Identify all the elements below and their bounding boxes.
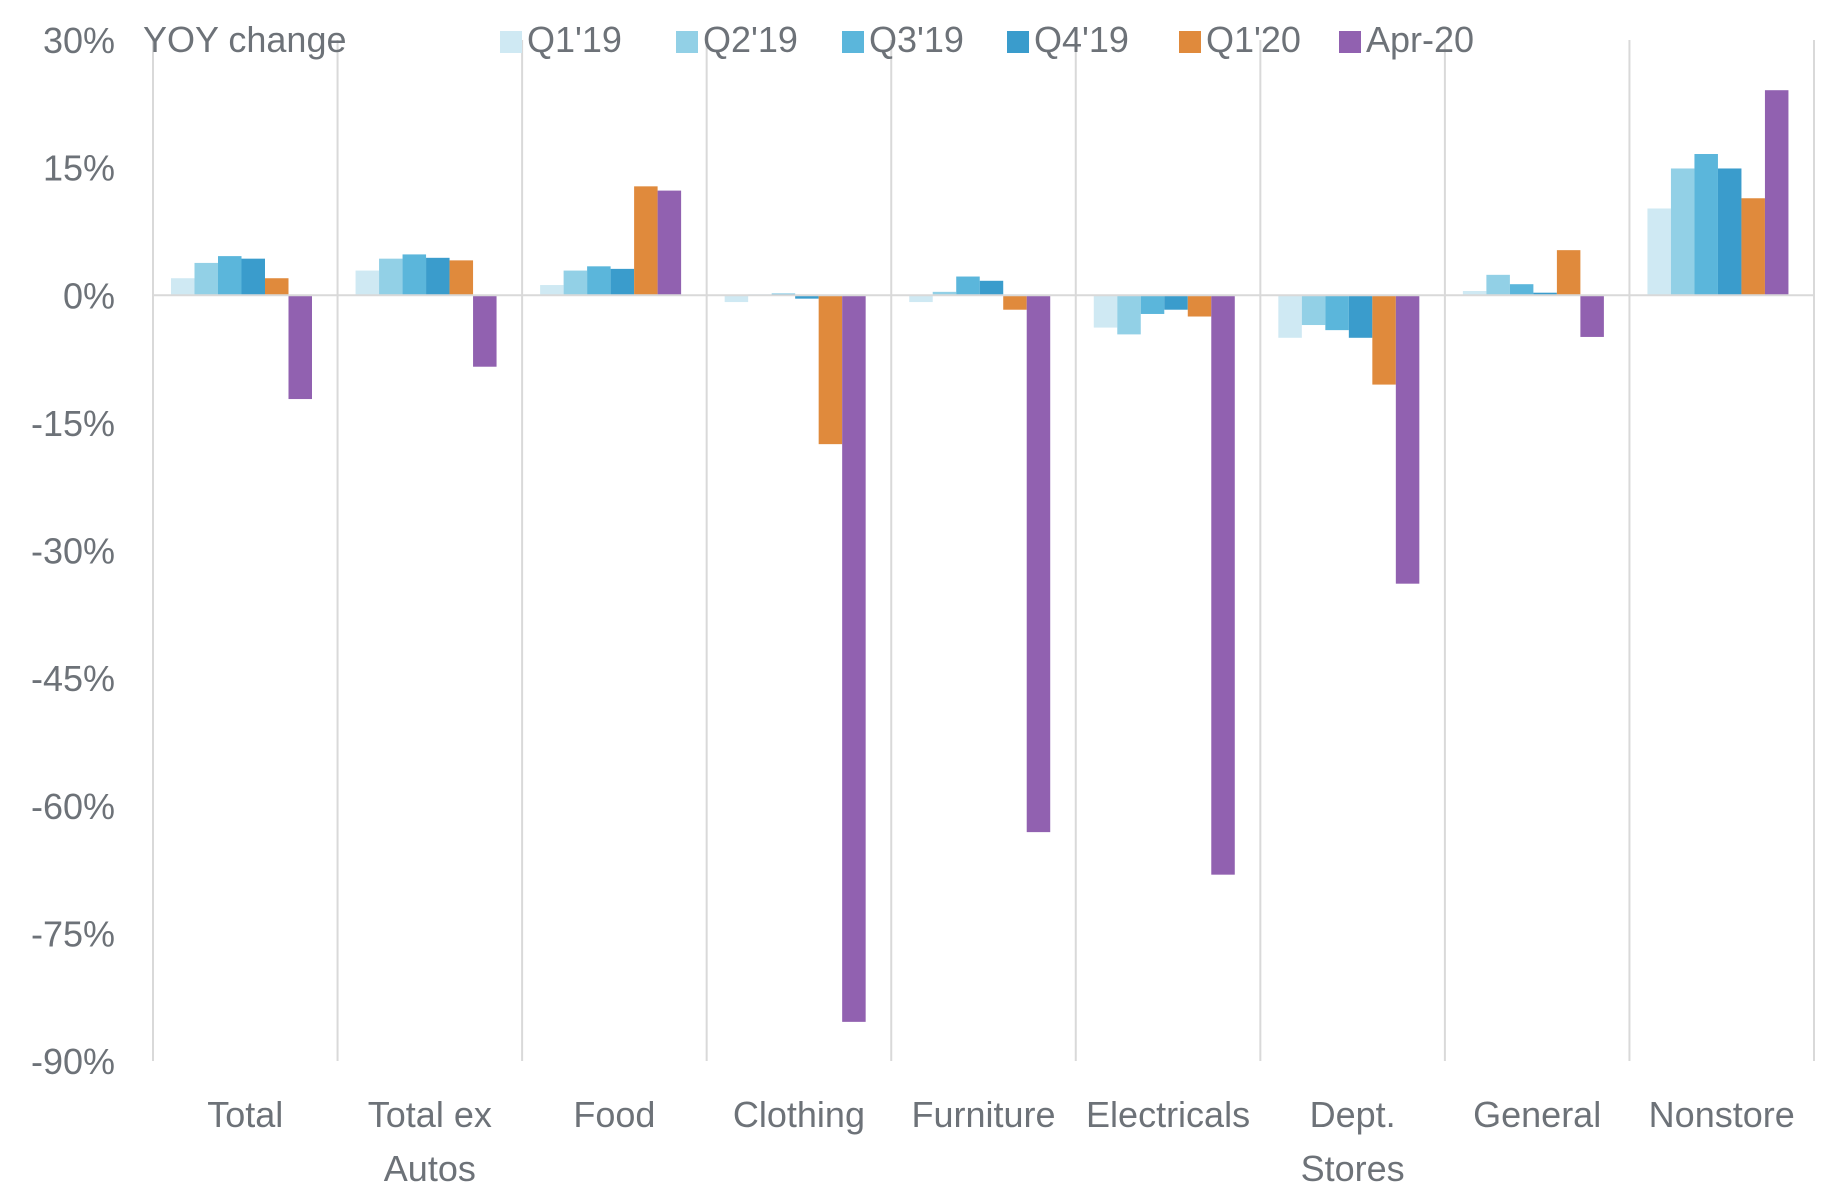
bar-q2-19-6: [1301, 295, 1326, 326]
bar-q1-20-2: [634, 186, 658, 296]
bar-q3-19-0: [218, 256, 242, 296]
bar-q3-19-4: [956, 276, 980, 296]
bar-q1-19-6: [1278, 295, 1302, 338]
bar-q4-19-5: [1164, 295, 1188, 310]
bar-q1-19-5: [1093, 295, 1118, 328]
y-tick-label: 30%: [43, 20, 115, 61]
x-axis-labels: Total Total ex Autos Food Clothing Furniture E…: [207, 1094, 1795, 1189]
bar-q1-19-4: [909, 295, 933, 303]
bar-q4-19-7: [1533, 292, 1557, 296]
y-tick-label: -75%: [31, 913, 115, 954]
legend-swatch: [1007, 31, 1029, 53]
legend-swatch: [842, 31, 864, 53]
bar-q1-20-0: [265, 278, 289, 296]
legend-swatch: [500, 31, 522, 53]
legend-label: Q4'19: [1034, 19, 1129, 60]
legend-swatch: [676, 31, 698, 53]
bar-q1-20-7: [1556, 250, 1581, 296]
bar-q3-19-7: [1509, 284, 1534, 296]
bar-q3-19-2: [587, 266, 611, 296]
bar-apr-20-0: [288, 295, 312, 400]
bar-q4-19-1: [426, 257, 450, 296]
bar-q1-19-0: [171, 278, 195, 296]
bar-q4-19-2: [610, 268, 635, 296]
legend-swatch: [1179, 31, 1201, 53]
x-tick-label: Total ex Autos: [368, 1094, 492, 1189]
bar-apr-20-2: [657, 190, 682, 296]
bar-apr-20-1: [473, 295, 497, 367]
bar-q1-20-5: [1187, 295, 1212, 317]
bar-q1-20-4: [1003, 295, 1027, 310]
y-tick-label: -90%: [31, 1041, 115, 1082]
bar-q1-20-1: [449, 260, 474, 296]
y-tick-label: -60%: [31, 786, 115, 827]
bar-apr-20-7: [1580, 295, 1604, 337]
category-separators: [152, 40, 1815, 1061]
bar-q1-19-1: [355, 270, 380, 296]
x-tick-label: Food: [573, 1094, 655, 1135]
y-tick-label: -30%: [31, 531, 115, 572]
legend-label: Apr-20: [1366, 19, 1474, 60]
bar-q3-19-6: [1325, 295, 1349, 331]
bar-q2-19-2: [563, 270, 588, 296]
bar-q2-19-4: [932, 291, 957, 296]
bar-q3-19-8: [1694, 154, 1718, 296]
bar-apr-20-3: [842, 295, 866, 1022]
x-tick-label: Total: [207, 1094, 283, 1135]
legend-label: Q1'19: [527, 19, 622, 60]
y-tick-label: -45%: [31, 658, 115, 699]
bar-q1-20-6: [1372, 295, 1396, 385]
bar-q4-19-3: [795, 295, 819, 299]
bar-q3-19-1: [402, 254, 427, 296]
bar-q2-19-1: [379, 258, 403, 296]
bar-apr-20-6: [1395, 295, 1420, 584]
bar-apr-20-5: [1211, 295, 1235, 875]
x-tick-label: Electricals: [1086, 1094, 1250, 1135]
bar-q4-19-6: [1348, 295, 1373, 338]
x-tick-label: Nonstore: [1649, 1094, 1795, 1135]
x-tick-label: General: [1473, 1094, 1601, 1135]
legend-label: Q2'19: [703, 19, 798, 60]
bar-q1-19-8: [1647, 208, 1671, 296]
x-tick-label: Dept. Stores: [1301, 1094, 1405, 1189]
legend-label: Q3'19: [869, 19, 964, 60]
legend-swatch: [1339, 31, 1361, 53]
bar-apr-20-4: [1026, 295, 1051, 833]
bar-q1-19-7: [1462, 290, 1487, 296]
y-tick-label: 0%: [63, 275, 115, 316]
bar-q3-19-5: [1140, 295, 1165, 314]
legend-label: Q1'20: [1206, 19, 1301, 60]
bar-q1-20-8: [1741, 198, 1765, 296]
bar-q4-19-0: [241, 258, 265, 296]
bar-q4-19-4: [979, 280, 1004, 296]
bar-q2-19-0: [194, 262, 218, 296]
y-tick-label: 15%: [43, 148, 115, 189]
y-axis: 30% 15% 0% -15% -30% -45% -60% -75% -90%: [31, 20, 115, 1082]
y-axis-title: YOY change: [143, 19, 346, 60]
legend: Q1'19 Q2'19 Q3'19 Q4'19 Q1'20 Apr-20: [500, 19, 1474, 60]
x-tick-label: Furniture: [911, 1094, 1055, 1135]
bar-q1-19-2: [540, 285, 564, 296]
x-tick-label: Clothing: [733, 1094, 865, 1135]
bar-q1-19-3: [724, 295, 749, 303]
bar-q2-19-5: [1117, 295, 1141, 335]
bars: [171, 90, 1789, 1022]
bar-q2-19-7: [1486, 274, 1510, 296]
bar-q4-19-8: [1717, 168, 1742, 296]
bar-q2-19-8: [1670, 168, 1695, 296]
bar-apr-20-8: [1764, 90, 1789, 296]
bar-q1-20-3: [818, 295, 843, 445]
y-tick-label: -15%: [31, 403, 115, 444]
